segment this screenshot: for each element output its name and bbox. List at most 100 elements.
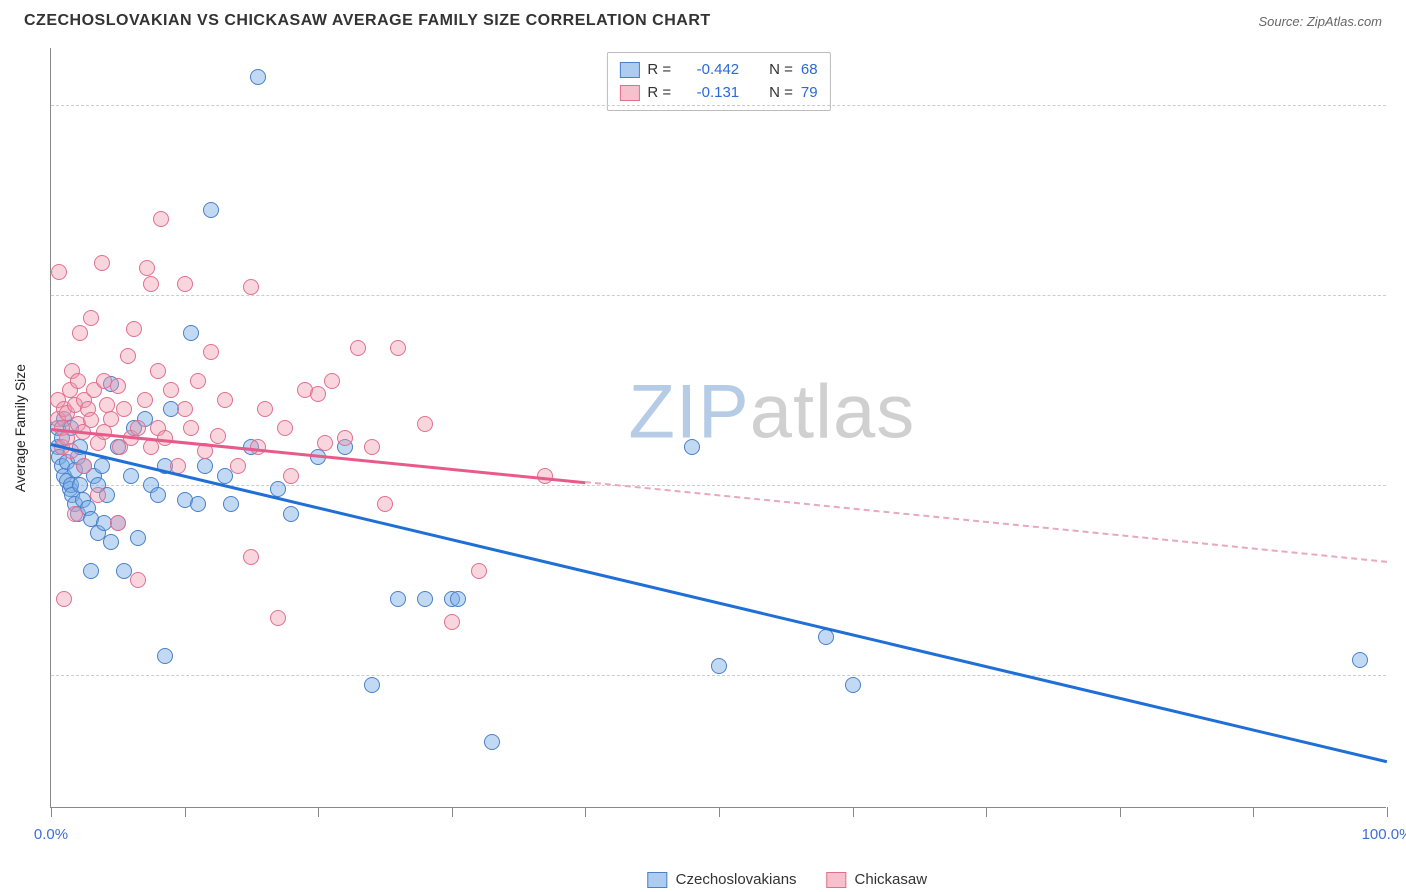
- n-label: N =: [769, 82, 793, 105]
- data-point: [126, 321, 142, 337]
- x-tick: [185, 807, 186, 817]
- data-point: [56, 591, 72, 607]
- legend-swatch: [827, 872, 847, 888]
- data-point: [243, 549, 259, 565]
- data-point: [130, 530, 146, 546]
- x-tick: [1387, 807, 1388, 817]
- data-point: [417, 591, 433, 607]
- watermark: ZIPatlas: [629, 369, 916, 456]
- regression-line: [585, 481, 1387, 563]
- data-point: [110, 378, 126, 394]
- y-tick-label: 3.00: [1392, 477, 1406, 494]
- data-point: [471, 563, 487, 579]
- legend-label: Chickasaw: [855, 871, 928, 888]
- data-point: [83, 563, 99, 579]
- gridline: [51, 105, 1386, 106]
- data-point: [183, 420, 199, 436]
- data-point: [123, 468, 139, 484]
- data-point: [67, 506, 83, 522]
- data-point: [72, 325, 88, 341]
- data-point: [277, 420, 293, 436]
- legend-item: Chickasaw: [827, 871, 928, 888]
- data-point: [70, 373, 86, 389]
- data-point: [250, 69, 266, 85]
- legend-row: R = -0.131 N = 79: [619, 82, 817, 105]
- r-value: -0.131: [679, 82, 739, 105]
- data-point: [143, 276, 159, 292]
- data-point: [76, 458, 92, 474]
- data-point: [153, 211, 169, 227]
- data-point: [243, 279, 259, 295]
- data-point: [203, 344, 219, 360]
- data-point: [283, 468, 299, 484]
- x-tick: [452, 807, 453, 817]
- watermark-atlas: atlas: [750, 370, 916, 455]
- n-label: N =: [769, 59, 793, 82]
- data-point: [283, 506, 299, 522]
- data-point: [210, 428, 226, 444]
- data-point: [120, 348, 136, 364]
- data-point: [537, 468, 553, 484]
- legend-label: Czechoslovakians: [676, 871, 797, 888]
- plot-region: ZIPatlas R =-0.442N =68R =-0.131N =79 2.…: [50, 48, 1386, 808]
- data-point: [450, 591, 466, 607]
- data-point: [317, 435, 333, 451]
- data-point: [350, 340, 366, 356]
- data-point: [157, 430, 173, 446]
- x-tick: [986, 807, 987, 817]
- data-point: [270, 481, 286, 497]
- n-value: 79: [801, 82, 818, 105]
- x-tick: [853, 807, 854, 817]
- legend-row: R =-0.442N =68: [619, 59, 817, 82]
- x-tick: [51, 807, 52, 817]
- data-point: [137, 392, 153, 408]
- x-tick: [1120, 807, 1121, 817]
- gridline: [51, 485, 1386, 486]
- r-value: -0.442: [679, 59, 739, 82]
- y-axis-label: Average Family Size: [12, 364, 28, 492]
- x-tick: [719, 807, 720, 817]
- data-point: [484, 734, 500, 750]
- data-point: [217, 392, 233, 408]
- legend-item: Czechoslovakians: [648, 871, 797, 888]
- chart-title: CZECHOSLOVAKIAN VS CHICKASAW AVERAGE FAM…: [24, 12, 711, 30]
- data-point: [390, 340, 406, 356]
- r-label: R =: [647, 82, 671, 105]
- data-point: [310, 386, 326, 402]
- x-tick-label: 100.0%: [1362, 826, 1406, 843]
- r-label: R =: [647, 59, 671, 82]
- data-point: [110, 515, 126, 531]
- data-point: [116, 401, 132, 417]
- data-point: [364, 439, 380, 455]
- y-tick-label: 4.00: [1392, 287, 1406, 304]
- data-point: [203, 202, 219, 218]
- data-point: [377, 496, 393, 512]
- data-point: [845, 677, 861, 693]
- y-tick-label: 5.00: [1392, 97, 1406, 114]
- data-point: [51, 264, 67, 280]
- data-point: [177, 401, 193, 417]
- data-point: [103, 534, 119, 550]
- x-tick: [318, 807, 319, 817]
- chart-area: Average Family Size ZIPatlas R =-0.442N …: [50, 48, 1386, 808]
- data-point: [250, 439, 266, 455]
- data-point: [183, 325, 199, 341]
- legend-swatch: [648, 872, 668, 888]
- x-tick: [1253, 807, 1254, 817]
- chart-source: Source: ZipAtlas.com: [1258, 14, 1382, 29]
- data-point: [163, 382, 179, 398]
- data-point: [90, 487, 106, 503]
- correlation-legend: R =-0.442N =68R =-0.131N =79: [606, 52, 830, 111]
- data-point: [223, 496, 239, 512]
- data-point: [711, 658, 727, 674]
- legend-swatch: [619, 85, 639, 101]
- x-tick-label: 0.0%: [34, 826, 68, 843]
- data-point: [390, 591, 406, 607]
- data-point: [190, 496, 206, 512]
- data-point: [337, 430, 353, 446]
- data-point: [150, 363, 166, 379]
- chart-header: CZECHOSLOVAKIAN VS CHICKASAW AVERAGE FAM…: [0, 0, 1406, 38]
- data-point: [1352, 652, 1368, 668]
- data-point: [190, 373, 206, 389]
- data-point: [417, 416, 433, 432]
